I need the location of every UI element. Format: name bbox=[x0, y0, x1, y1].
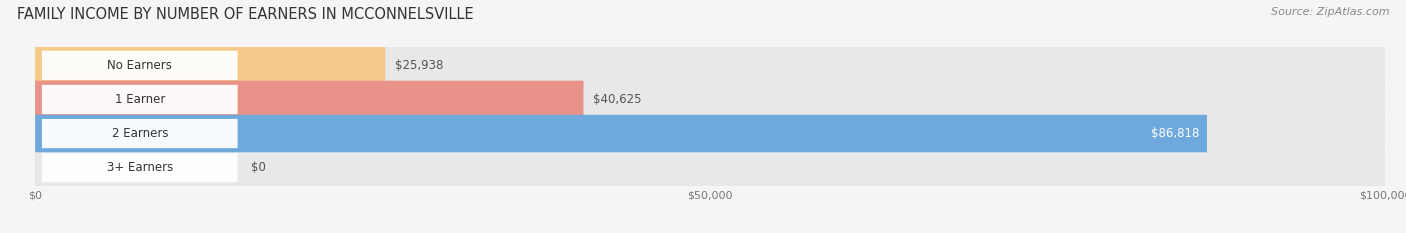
Text: Source: ZipAtlas.com: Source: ZipAtlas.com bbox=[1271, 7, 1389, 17]
Text: FAMILY INCOME BY NUMBER OF EARNERS IN MCCONNELSVILLE: FAMILY INCOME BY NUMBER OF EARNERS IN MC… bbox=[17, 7, 474, 22]
FancyBboxPatch shape bbox=[35, 81, 583, 118]
Text: 2 Earners: 2 Earners bbox=[111, 127, 167, 140]
Text: $25,938: $25,938 bbox=[395, 59, 443, 72]
Text: No Earners: No Earners bbox=[107, 59, 172, 72]
FancyBboxPatch shape bbox=[35, 81, 1385, 118]
Text: $0: $0 bbox=[252, 161, 266, 174]
FancyBboxPatch shape bbox=[42, 85, 238, 114]
FancyBboxPatch shape bbox=[35, 47, 385, 84]
Text: $86,818: $86,818 bbox=[1150, 127, 1199, 140]
Text: 1 Earner: 1 Earner bbox=[114, 93, 165, 106]
Text: 3+ Earners: 3+ Earners bbox=[107, 161, 173, 174]
FancyBboxPatch shape bbox=[35, 47, 1385, 84]
FancyBboxPatch shape bbox=[42, 153, 238, 182]
FancyBboxPatch shape bbox=[35, 115, 1206, 152]
FancyBboxPatch shape bbox=[35, 115, 1385, 152]
FancyBboxPatch shape bbox=[42, 119, 238, 148]
FancyBboxPatch shape bbox=[35, 149, 1385, 186]
Text: $40,625: $40,625 bbox=[593, 93, 641, 106]
FancyBboxPatch shape bbox=[42, 51, 238, 80]
